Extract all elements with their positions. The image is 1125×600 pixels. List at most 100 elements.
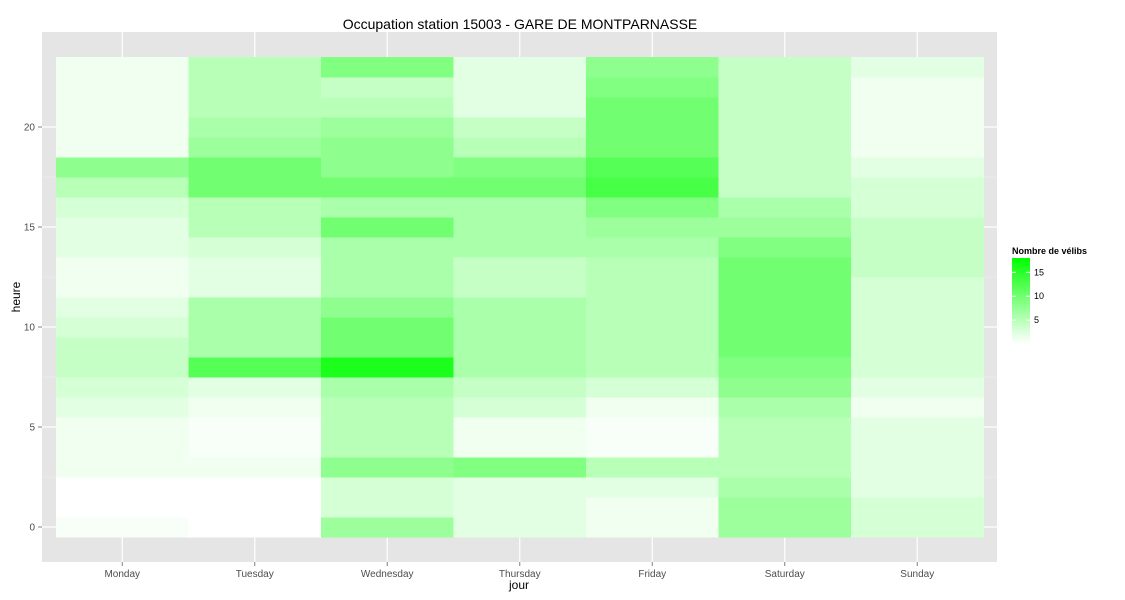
- heatmap-tile: [56, 337, 189, 358]
- x-tick-label: Thursday: [499, 569, 541, 580]
- heatmap-tile: [718, 477, 852, 498]
- heatmap-tile: [851, 357, 984, 378]
- heatmap-tile: [453, 57, 587, 78]
- heatmap-tile: [188, 417, 322, 438]
- heatmap-tile: [321, 317, 454, 338]
- legend-tick-label: 5: [1034, 315, 1039, 325]
- heatmap-tile: [321, 357, 454, 378]
- y-tick-label: 5: [29, 423, 35, 434]
- heatmap-tile: [718, 157, 852, 178]
- heatmap-tile: [56, 177, 189, 198]
- heatmap-tile: [851, 217, 984, 238]
- heatmap-tile: [851, 337, 984, 358]
- y-axis-title: heure: [9, 281, 23, 312]
- legend-tick-label: 15: [1034, 267, 1044, 277]
- heatmap-tile: [321, 177, 454, 198]
- heatmap-tile: [586, 137, 719, 158]
- y-tick-label: 15: [24, 223, 36, 234]
- x-tick-label: Tuesday: [236, 569, 274, 580]
- heatmap-tile: [56, 297, 189, 318]
- heatmap-tile: [586, 357, 719, 378]
- heatmap-tile: [188, 277, 322, 298]
- heatmap-tile: [188, 297, 322, 318]
- heatmap-tile: [188, 257, 322, 278]
- heatmap-tile: [586, 257, 719, 278]
- heatmap-tile: [453, 357, 587, 378]
- heatmap-tile: [851, 437, 984, 458]
- heatmap-tile: [321, 457, 454, 478]
- heatmap-tile: [586, 377, 719, 398]
- heatmap-tile: [321, 437, 454, 458]
- x-axis-title: jour: [508, 578, 529, 592]
- heatmap-tile: [453, 137, 587, 158]
- x-tick-label: Monday: [104, 569, 140, 580]
- heatmap-tile: [321, 117, 454, 138]
- legend-tick-label: 10: [1034, 291, 1044, 301]
- heatmap-tile: [321, 337, 454, 358]
- heatmap-tile: [453, 177, 587, 198]
- heatmap-tile: [586, 117, 719, 138]
- heatmap-tile: [188, 317, 322, 338]
- heatmap-tile: [718, 357, 852, 378]
- heatmap-tile: [188, 177, 322, 198]
- heatmap-tile: [453, 417, 587, 438]
- heatmap-tile: [718, 177, 852, 198]
- heatmap-tile: [851, 457, 984, 478]
- heatmap-tile: [321, 517, 454, 538]
- heatmap-tile: [718, 277, 852, 298]
- heatmap-tile: [56, 317, 189, 338]
- heatmap-tile: [188, 77, 322, 98]
- heatmap-tile: [851, 237, 984, 258]
- legend-title: Nombre de vélibs: [1012, 246, 1087, 256]
- x-tick-label: Wednesday: [361, 569, 414, 580]
- heatmap-tile: [718, 77, 852, 98]
- heatmap-tile: [188, 517, 322, 538]
- heatmap-tile: [188, 237, 322, 258]
- legend: Nombre de vélibs 5 10 15: [1012, 246, 1087, 344]
- heatmap-tile: [188, 377, 322, 398]
- heatmap-tile: [321, 377, 454, 398]
- y-tick-label: 0: [29, 523, 35, 534]
- heatmap-tile: [56, 157, 189, 178]
- heatmap-tile: [851, 297, 984, 318]
- heatmap-tile: [586, 237, 719, 258]
- heatmap-tile: [718, 337, 852, 358]
- heatmap-tile: [718, 317, 852, 338]
- heatmap-tile: [56, 357, 189, 378]
- heatmap-tile: [586, 497, 719, 518]
- heatmap-tile: [188, 437, 322, 458]
- heatmap-tile: [56, 477, 189, 498]
- heatmap-tile: [851, 277, 984, 298]
- heatmap-tile: [188, 217, 322, 238]
- heatmap-tile: [851, 517, 984, 538]
- heatmap-tile: [188, 97, 322, 118]
- heatmap-tile: [718, 197, 852, 218]
- y-tick-label: 20: [24, 123, 36, 134]
- heatmap-tile: [56, 257, 189, 278]
- heatmap-tile: [453, 477, 587, 498]
- heatmap-tile: [321, 257, 454, 278]
- heatmap-tile: [56, 417, 189, 438]
- heatmap-tile: [586, 77, 719, 98]
- heatmap-tile: [321, 97, 454, 118]
- heatmap-tile: [718, 217, 852, 238]
- heatmap-tile: [851, 317, 984, 338]
- y-axis: 0 5 10 15 20: [24, 123, 42, 534]
- heatmap-tile: [718, 417, 852, 438]
- legend-ticks: 5 10 15: [1012, 267, 1044, 325]
- heatmap-tile: [586, 397, 719, 418]
- heatmap-tile: [851, 417, 984, 438]
- heatmap-tile: [188, 117, 322, 138]
- heatmap-tile: [56, 197, 189, 218]
- heatmap-tile: [453, 337, 587, 358]
- heatmap-tile: [586, 217, 719, 238]
- heatmap-tile: [718, 57, 852, 78]
- heatmap-tile: [453, 157, 587, 178]
- heatmap-tile: [718, 377, 852, 398]
- heatmap-tile: [188, 197, 322, 218]
- heatmap-tile: [586, 277, 719, 298]
- heatmap-tile: [453, 117, 587, 138]
- heatmap-tile: [188, 357, 322, 378]
- heatmap-tile: [56, 277, 189, 298]
- heatmap-tile: [321, 217, 454, 238]
